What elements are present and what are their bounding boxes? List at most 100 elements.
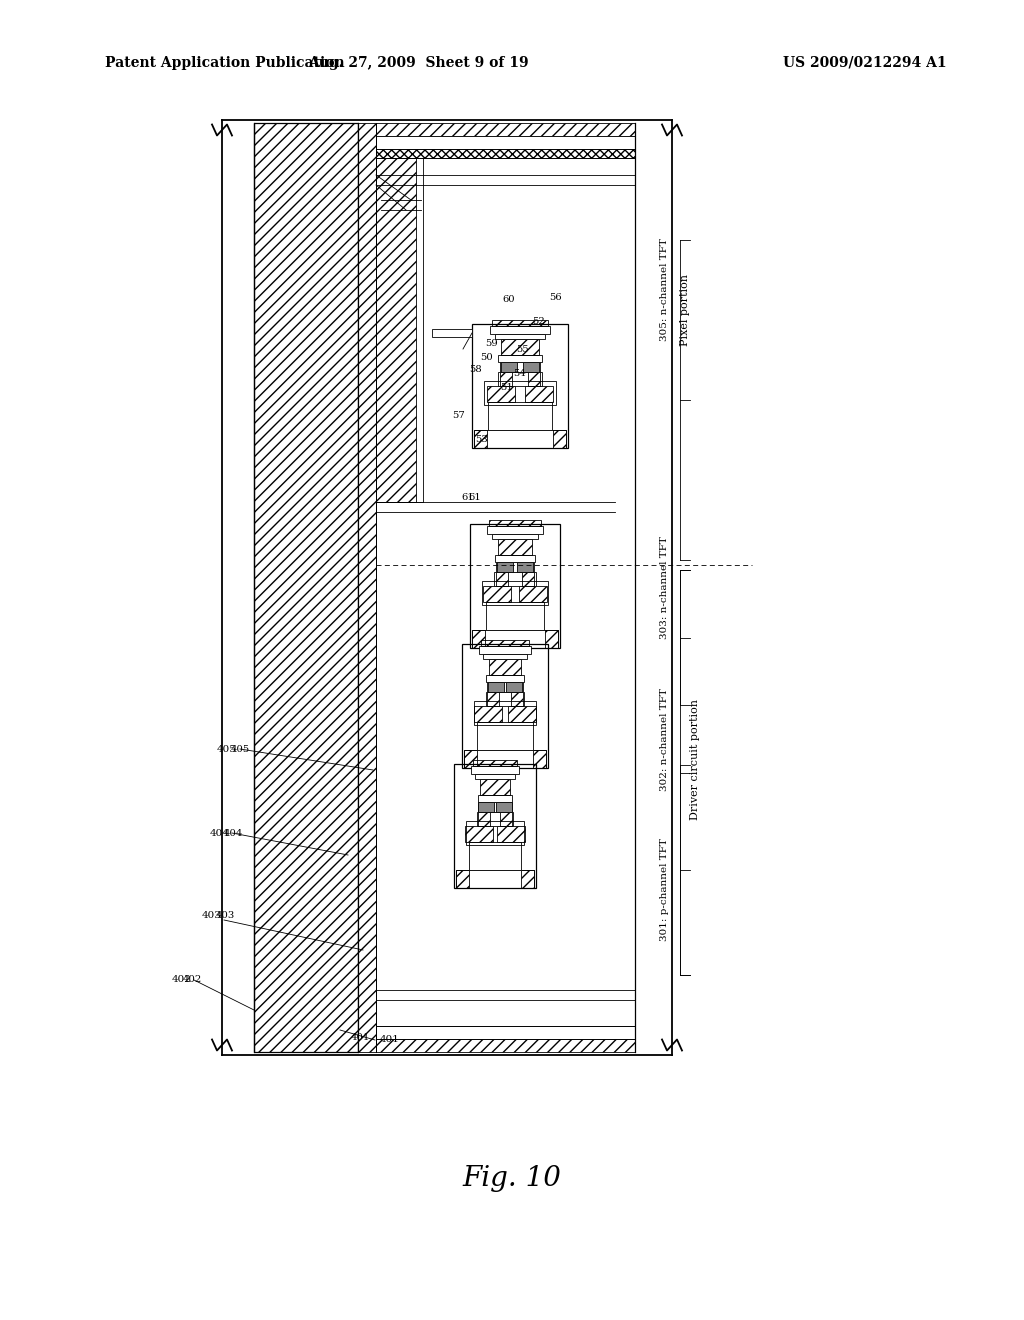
Text: Patent Application Publication: Patent Application Publication xyxy=(105,55,345,70)
Bar xyxy=(517,562,534,572)
Text: 51: 51 xyxy=(501,384,513,392)
Bar xyxy=(474,430,566,447)
Bar xyxy=(254,123,358,1052)
Bar xyxy=(478,812,490,826)
Bar xyxy=(454,764,536,888)
Bar xyxy=(498,372,542,385)
Text: 57: 57 xyxy=(453,411,465,420)
Text: 402: 402 xyxy=(182,975,202,985)
Text: 402: 402 xyxy=(172,975,193,985)
Text: 403: 403 xyxy=(202,912,222,920)
Bar xyxy=(488,682,504,692)
Bar xyxy=(496,562,534,572)
Bar xyxy=(474,701,536,725)
Bar xyxy=(534,750,546,768)
Text: 401: 401 xyxy=(380,1035,400,1044)
Bar xyxy=(495,554,535,562)
Bar xyxy=(478,803,512,812)
Bar xyxy=(489,520,541,525)
Bar xyxy=(381,190,421,224)
Text: 404: 404 xyxy=(210,829,230,837)
Text: 61: 61 xyxy=(462,492,474,502)
Bar xyxy=(486,692,524,706)
Text: 53: 53 xyxy=(475,434,488,444)
Bar xyxy=(496,572,508,586)
Bar xyxy=(481,640,529,645)
Bar xyxy=(506,682,522,692)
Bar xyxy=(489,659,521,675)
Bar xyxy=(495,334,545,339)
Bar xyxy=(474,706,502,722)
Bar xyxy=(523,362,539,372)
Bar xyxy=(525,385,553,403)
Bar xyxy=(472,630,558,648)
Bar xyxy=(473,760,517,766)
Bar xyxy=(469,842,521,870)
Bar xyxy=(522,572,534,586)
Bar xyxy=(358,123,376,1052)
Text: 50: 50 xyxy=(480,352,494,362)
Bar xyxy=(497,826,525,842)
Bar xyxy=(528,372,540,385)
Text: Fig. 10: Fig. 10 xyxy=(463,1166,561,1192)
Text: 56: 56 xyxy=(549,293,561,302)
Bar xyxy=(492,319,548,326)
Bar xyxy=(471,766,519,774)
Text: 55: 55 xyxy=(517,345,529,354)
Bar xyxy=(466,821,524,845)
Text: 59: 59 xyxy=(485,339,499,348)
Bar xyxy=(483,653,527,659)
Bar xyxy=(500,372,512,385)
Bar xyxy=(521,870,534,888)
Bar xyxy=(475,774,515,779)
Bar xyxy=(478,803,494,812)
Bar xyxy=(490,326,550,334)
Text: 60: 60 xyxy=(503,294,515,304)
Text: 302: n-channel TFT: 302: n-channel TFT xyxy=(660,689,669,792)
Bar xyxy=(498,355,542,362)
Text: US 2009/0212294 A1: US 2009/0212294 A1 xyxy=(783,55,946,70)
Bar xyxy=(464,750,546,768)
Text: 405: 405 xyxy=(217,744,237,754)
Bar xyxy=(482,581,548,605)
Text: 301: p-channel TFT: 301: p-channel TFT xyxy=(660,838,669,941)
Bar xyxy=(472,323,568,447)
Bar xyxy=(472,630,485,648)
Bar xyxy=(465,826,493,842)
Bar xyxy=(486,675,524,682)
Bar xyxy=(511,692,523,706)
Bar xyxy=(501,339,539,355)
Bar xyxy=(501,362,517,372)
Bar xyxy=(432,329,472,337)
Text: 58: 58 xyxy=(470,366,482,375)
Text: 52: 52 xyxy=(532,318,546,326)
Text: 61: 61 xyxy=(468,492,480,502)
Bar xyxy=(477,812,513,826)
Bar xyxy=(519,586,547,602)
Bar xyxy=(376,158,416,502)
Text: 403: 403 xyxy=(215,912,234,920)
Text: 303: n-channel TFT: 303: n-channel TFT xyxy=(660,536,669,639)
Bar xyxy=(553,430,566,447)
Bar xyxy=(480,779,510,795)
Bar xyxy=(500,362,540,372)
Bar xyxy=(474,430,487,447)
Bar xyxy=(464,750,477,768)
Text: Driver circuit portion: Driver circuit portion xyxy=(690,700,700,821)
Bar xyxy=(484,381,556,405)
Bar xyxy=(376,136,635,149)
Bar xyxy=(500,812,512,826)
Bar xyxy=(479,645,531,653)
Bar xyxy=(492,535,538,539)
Bar xyxy=(478,795,512,803)
Bar xyxy=(486,602,544,630)
Bar xyxy=(477,722,534,750)
Text: 54: 54 xyxy=(514,368,526,378)
Bar xyxy=(488,403,552,430)
Text: Pixel portion: Pixel portion xyxy=(680,275,690,346)
Text: Aug. 27, 2009  Sheet 9 of 19: Aug. 27, 2009 Sheet 9 of 19 xyxy=(307,55,528,70)
Text: 401: 401 xyxy=(350,1034,370,1043)
Text: 404: 404 xyxy=(223,829,243,837)
Bar xyxy=(456,870,469,888)
Bar xyxy=(487,385,515,403)
